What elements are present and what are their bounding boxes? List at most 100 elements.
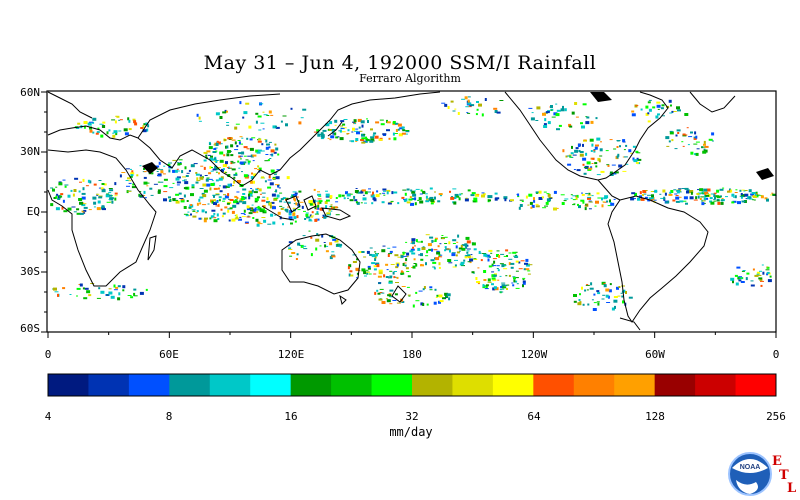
rain-pixel [588,208,592,210]
rain-pixel [678,196,682,198]
rain-pixel [740,277,743,279]
rain-pixel [172,198,176,202]
rain-pixel [686,190,689,194]
rain-pixel [330,206,335,210]
rain-pixel [670,104,672,107]
rain-pixel [513,279,516,283]
rain-pixel [411,197,416,200]
rain-pixel [771,192,774,194]
rain-pixel [251,189,254,193]
rain-pixel [368,188,371,190]
rain-pixel [518,261,521,264]
rain-pixel [272,206,276,210]
rain-pixel [579,151,584,153]
rain-pixel [227,137,232,140]
rain-pixel [270,149,275,153]
rain-pixel [470,254,473,256]
rain-pixel [446,293,451,297]
rain-pixel [510,199,514,202]
rain-pixel [316,211,319,215]
rain-pixel [277,153,280,156]
rain-pixel [388,253,393,255]
rain-pixel [122,285,126,289]
rain-pixel [623,149,626,151]
rain-pixel [740,281,745,283]
rain-pixel [766,198,769,202]
rain-pixel [324,201,328,204]
rain-pixel [211,209,216,212]
rain-pixel [432,266,436,268]
rain-pixel [704,193,707,195]
rain-pixel [682,133,686,136]
rain-pixel [395,282,399,283]
rain-pixel [415,291,418,294]
rain-pixel [405,241,408,243]
rain-pixel [488,265,492,268]
rain-pixel [428,197,431,201]
rain-pixel [678,188,682,191]
rain-pixel [402,251,405,255]
rain-pixel [497,279,500,281]
rain-pixel [353,195,356,199]
rain-pixel [306,216,311,219]
rain-pixel [254,197,259,201]
rain-pixel [451,253,456,257]
rain-pixel [682,145,685,147]
rain-pixel [354,190,359,193]
rain-pixel [376,253,378,257]
rain-pixel [406,256,409,258]
rain-pixel [67,194,71,198]
rain-pixel [257,140,262,143]
rain-pixel [210,183,215,186]
rain-pixel [492,279,497,282]
rain-pixel [238,155,242,158]
rain-pixel [128,182,132,184]
rain-pixel [290,196,293,198]
rain-pixel [389,303,393,305]
rain-pixel [463,259,466,262]
rain-pixel [405,267,409,270]
rain-pixel [675,200,680,203]
rain-pixel [213,148,217,150]
rain-pixel [203,219,207,223]
rain-pixel [429,236,434,239]
rain-pixel [319,201,322,204]
rain-pixel [227,209,230,213]
lat-label-eq: EQ [26,205,40,218]
rain-pixel [622,139,626,143]
rain-pixel [444,243,448,244]
rain-pixel [360,139,365,141]
rain-pixel [238,167,241,169]
rain-pixel [183,213,188,215]
rain-pixel [493,107,498,110]
rain-pixel [127,295,132,296]
rain-pixel [139,165,142,167]
rain-pixel [677,109,681,112]
rain-pixel [303,210,306,212]
rain-pixel [560,194,565,196]
rain-pixel [297,209,301,211]
rain-pixel [343,197,346,200]
rain-pixel [292,212,296,216]
rain-pixel [682,200,687,202]
rain-pixel [243,209,246,213]
rain-pixel [114,182,117,186]
rain-pixel [656,101,661,104]
rain-pixel [290,107,293,110]
rain-pixel [223,139,227,141]
rain-pixel [261,199,266,202]
rain-pixel [581,286,583,290]
rain-pixel [493,274,497,277]
rain-pixel [496,111,501,114]
rain-pixel [677,132,680,134]
rain-pixel [205,178,209,182]
rain-pixel [693,199,698,201]
rain-pixel [617,295,621,297]
lon-label-60e: 60E [159,348,179,361]
rain-pixel [728,190,731,192]
rain-pixel [265,139,268,143]
rain-pixel [750,284,755,287]
rain-pixel [227,183,231,187]
rain-pixel [758,274,762,276]
rain-pixel [412,246,414,249]
